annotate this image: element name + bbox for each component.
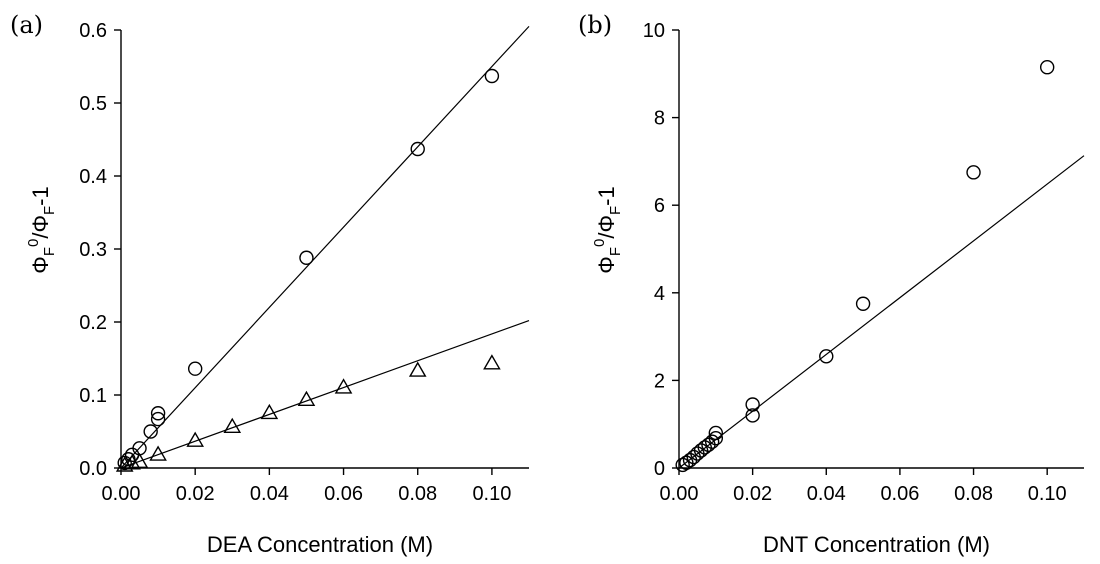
data-point-triangle — [260, 403, 279, 420]
y-tick-label: 0 — [654, 458, 665, 480]
data-point-triangle — [408, 361, 427, 377]
data-point-circle — [855, 296, 871, 311]
data-point-triangle — [130, 452, 149, 469]
data-point-triangle — [334, 378, 353, 394]
data-point-circle — [1039, 60, 1055, 75]
data-point-triangle — [223, 417, 242, 434]
data-point-circle — [704, 434, 720, 449]
y-tick-label: 6 — [654, 195, 665, 217]
data-point-circle — [693, 443, 709, 458]
fit-line — [120, 25, 530, 469]
x-tick-label: 0.08 — [398, 483, 437, 505]
y-tick-label: 4 — [654, 283, 665, 305]
data-point-triangle — [483, 354, 501, 370]
y-tick-label: 2 — [654, 370, 665, 392]
data-point-circle — [697, 440, 712, 455]
fit-line — [120, 319, 530, 469]
data-point-circle — [679, 455, 694, 470]
panel-b: (b) 0.00 0.02 0.04 0.06 0.08 0.10 0 2 4 6 8 10 DNT Co… — [578, 11, 1085, 557]
x-tick-label: 0.04 — [807, 483, 846, 505]
data-point-circle — [187, 361, 203, 376]
x-tick-label: 0.08 — [954, 483, 993, 505]
y-axis-label: ΦF0/ΦF-1 — [591, 186, 624, 273]
y-tick-label: 0.1 — [79, 385, 107, 407]
y-axis-label: ΦF0/ΦF-1 — [25, 186, 58, 273]
x-tick-label: 0.00 — [660, 483, 699, 505]
panel-letter: (b) — [578, 11, 612, 39]
x-tick-label: 0.06 — [880, 483, 919, 505]
x-axis-label: DNT Concentration (M) — [763, 532, 990, 557]
data-point-triangle — [297, 390, 316, 407]
data-point-circle — [675, 457, 690, 473]
x-tick-label: 0.02 — [176, 483, 215, 505]
data-point-circle — [966, 165, 981, 180]
y-tick-label: 0.0 — [79, 458, 107, 480]
data-point-circle — [745, 408, 760, 423]
data-point-circle — [819, 349, 834, 364]
panel-a: (a) 0.00 0.02 0.04 0.06 0.08 0.10 0.0 0.1 0.2 0.3 0… — [10, 11, 530, 557]
fit-line — [678, 155, 1085, 469]
x-tick-label: 0.04 — [250, 483, 289, 505]
x-axis-label: DEA Concentration (M) — [207, 532, 433, 557]
data-point-circle — [410, 141, 425, 157]
data-point-circle — [150, 406, 166, 421]
y-tick-label: 0.2 — [79, 312, 107, 334]
x-tick-label: 0.06 — [324, 483, 363, 505]
data-point-triangle — [149, 445, 167, 461]
y-tick-label: 0.4 — [79, 166, 107, 188]
y-tick-label: 10 — [643, 20, 665, 42]
data-point-circle — [150, 411, 166, 427]
x-tick-label: 0.00 — [102, 483, 141, 505]
y-tick-label: 0.3 — [79, 239, 107, 261]
data-point-circle — [143, 424, 158, 439]
data-point-triangle — [123, 454, 141, 470]
data-point-circle — [708, 431, 724, 446]
x-tick-label: 0.10 — [472, 483, 511, 505]
x-tick-label: 0.02 — [733, 483, 772, 505]
data-point-circle — [745, 397, 760, 412]
data-point-triangle — [115, 456, 134, 472]
data-point-circle — [708, 425, 724, 441]
data-point-circle — [484, 68, 500, 84]
y-tick-label: 0.5 — [79, 93, 107, 115]
data-point-triangle — [186, 431, 204, 447]
data-point-circle — [299, 250, 314, 265]
panel-letter: (a) — [10, 11, 43, 39]
y-tick-label: 0.6 — [79, 20, 107, 42]
x-tick-label: 0.10 — [1028, 483, 1067, 505]
y-tick-label: 8 — [654, 108, 665, 130]
